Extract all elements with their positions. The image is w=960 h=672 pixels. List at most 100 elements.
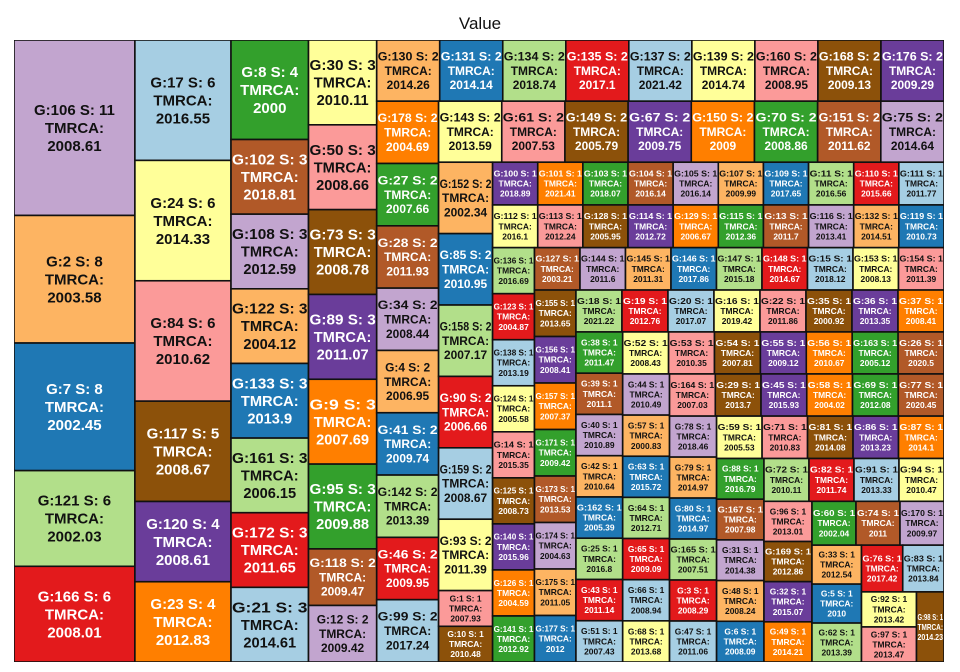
tile-label-group: G:119 S: 1	[900, 211, 943, 221]
tile-label-group: G:115 S: 1	[719, 211, 762, 221]
tile-label-value: 2014.14	[450, 78, 494, 92]
tile-label-value: 2010.95	[444, 277, 488, 291]
tile-label-group: G:58 S: 1	[808, 380, 852, 390]
tile-label-group: G:124 S: 1	[494, 394, 534, 404]
tile-rect	[437, 232, 494, 306]
tile-label-tmrca: TMRCA:	[241, 469, 299, 485]
tile-label-value: 2012	[546, 644, 565, 654]
tile-label-group: G:105 S: 1	[674, 168, 717, 178]
tile-label-value: 2011.7	[773, 231, 799, 241]
tile-label-group: G:101 S: 1	[539, 168, 582, 178]
tile-label-group: G:164 S: 1	[671, 380, 715, 390]
tile-label-value: 2005.79	[575, 139, 619, 153]
tile-label-group: G:156 S: 1	[535, 345, 575, 355]
tile-label-group: G:76 S: 1	[862, 553, 902, 563]
tile-label-group: G:28 S: 2	[378, 236, 438, 250]
tile-label-tmrca: TMRCA:	[153, 92, 212, 109]
tile-label-tmrca: TMRCA:	[497, 634, 530, 644]
tile-label-value: 2015.07	[773, 607, 804, 617]
tile-label-group: G:55 S: 1	[761, 338, 805, 348]
tile-label-tmrca: TMRCA:	[629, 348, 662, 358]
tile-label-group: G:68 S: 1	[628, 626, 665, 636]
tile-rect	[901, 544, 944, 593]
tile-rect	[134, 500, 232, 583]
tile-label-tmrca: TMRCA:	[385, 64, 432, 78]
tile-label-group: G:86 S: 1	[854, 422, 898, 432]
tile-label-tmrca: TMRCA:	[771, 516, 804, 526]
tile-label-group: G:91 S: 1	[855, 465, 898, 475]
tile-label-value: 2008.78	[316, 263, 369, 279]
tile-label-value: 2009.42	[540, 458, 571, 468]
tile-label-value: 2011.31	[633, 274, 663, 284]
tile-label-value: 2018.46	[678, 442, 709, 452]
tile-label-group: G:77 S: 1	[899, 380, 943, 390]
tile-label-tmrca: TMRCA:	[724, 515, 757, 525]
tile-label-tmrca: TMRCA:	[539, 401, 572, 411]
tile-label-group: G:24 S: 6	[150, 195, 215, 212]
tile-label-tmrca: TMRCA:	[813, 390, 846, 400]
tile-label-tmrca: TMRCA:	[442, 334, 489, 348]
tile-label-tmrca: TMRCA:	[442, 263, 489, 277]
tile-label-value: 2010.89	[584, 440, 615, 450]
tile-rect	[897, 331, 944, 375]
tile-label-value: 2008.86	[764, 139, 808, 153]
tile-rect	[533, 428, 577, 477]
tile-label-group: G:8 S: 4	[241, 64, 298, 81]
tile-label-group: G:57 S: 1	[628, 421, 665, 431]
tile-label-value: 2011.86	[768, 316, 798, 326]
tile-label-group: G:97 S: 1	[871, 629, 908, 639]
tile-label-tmrca: TMRCA:	[583, 636, 616, 646]
tile-label-value: 2007.51	[678, 565, 709, 575]
tile-label-value: 2008.44	[386, 327, 430, 341]
tile-label-group: G:67 S: 2	[629, 111, 691, 125]
tile-label-tmrca: TMRCA:	[905, 264, 938, 274]
tile-label-value: 2002.34	[444, 205, 488, 219]
tile-label-group: G:13 S: 1	[764, 211, 808, 221]
tile-rect	[375, 100, 440, 165]
tile-label-value: 2013.65	[540, 318, 571, 328]
tile-rect	[715, 415, 763, 460]
tile-label-group: G:16 S: 1	[715, 296, 759, 306]
tile-label-value: 2008.73	[498, 506, 529, 516]
tile-label-value: 2007.03	[677, 400, 708, 410]
tile-rect	[811, 622, 863, 662]
tile-label-value: 2010.11	[771, 485, 801, 495]
tile-label-value: 2020.45	[906, 400, 937, 410]
tile-label-value: 2015.72	[631, 482, 662, 492]
tile-label-value: 2010.64	[584, 481, 615, 491]
tile-label-tmrca: TMRCA:	[826, 125, 873, 139]
tile-label-value: 2004.59	[498, 598, 529, 608]
tile-label-group: G:177 S: 1	[535, 624, 575, 634]
tile-label-value: 2014.26	[387, 78, 431, 92]
tile-label-tmrca: TMRCA:	[384, 437, 431, 451]
tile-rect	[491, 523, 536, 571]
tile-label-group: G:168 S: 2	[819, 49, 880, 63]
tile-rect	[672, 204, 720, 249]
tile-label-tmrca: TMRCA:	[539, 448, 572, 458]
